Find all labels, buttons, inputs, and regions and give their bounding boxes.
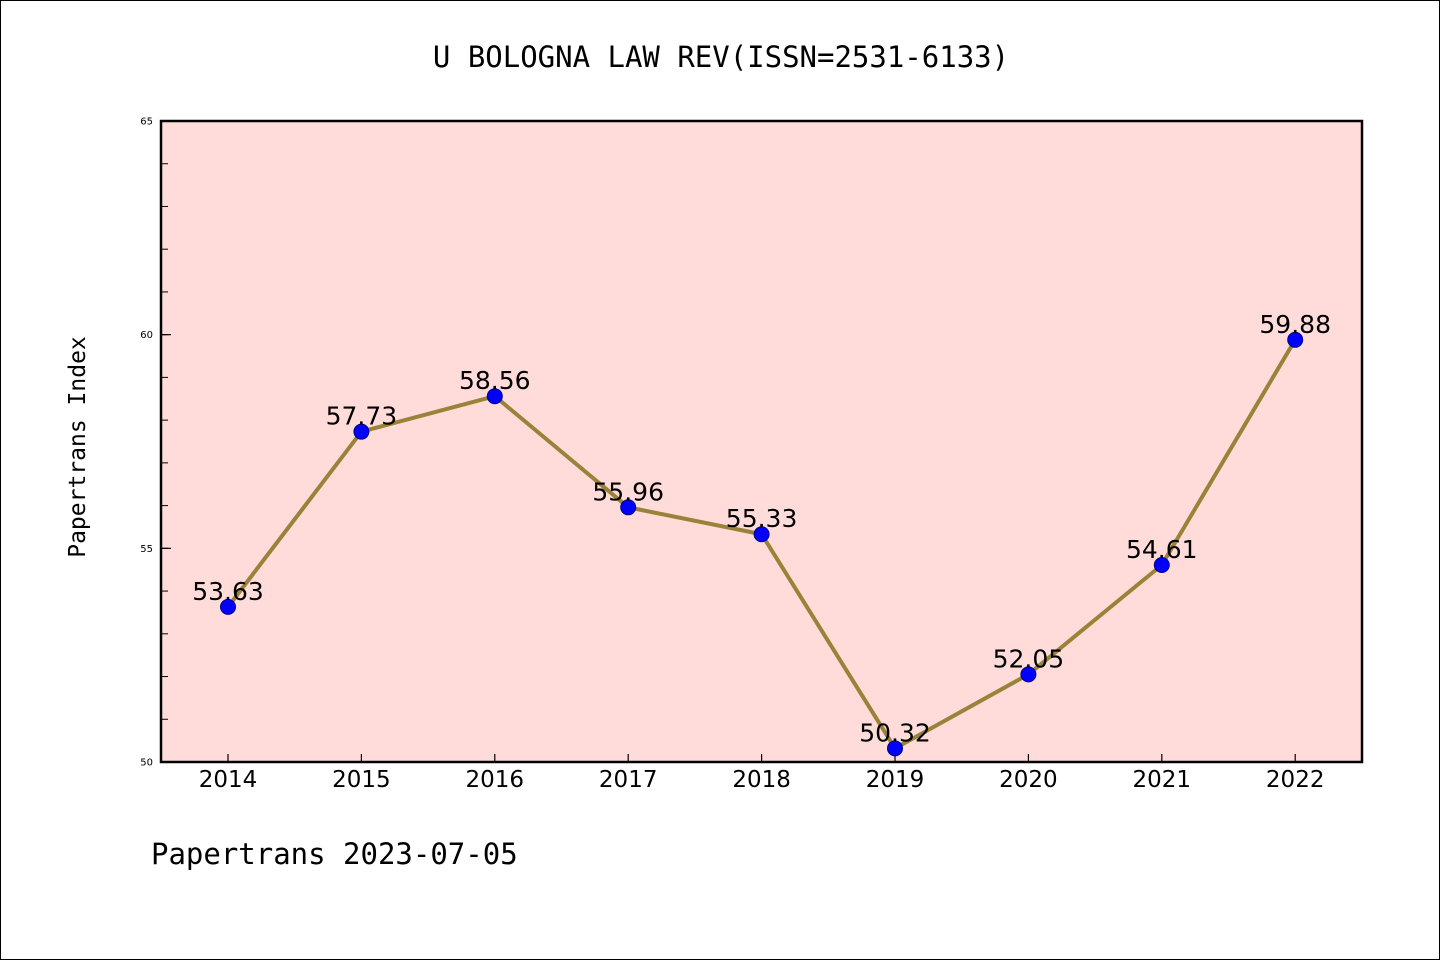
data-point (620, 499, 637, 516)
data-label: 58.56 (459, 366, 531, 395)
x-tick-label: 2020 (999, 767, 1058, 793)
x-tick-label: 2018 (732, 767, 791, 793)
data-point (1153, 556, 1170, 573)
x-tick-label: 2015 (332, 767, 391, 793)
data-label: 57.73 (326, 402, 398, 431)
x-tick-label: 2014 (199, 767, 258, 793)
y-tick-label: 60 (140, 330, 153, 341)
data-point (486, 388, 503, 405)
footer-text: Papertrans 2023-07-05 (151, 837, 518, 871)
data-label: 52.05 (993, 644, 1065, 673)
data-label: 55.33 (726, 504, 798, 533)
data-label: 54.61 (1126, 535, 1198, 564)
data-point (887, 740, 903, 757)
plot-area (161, 121, 1362, 762)
data-point (1020, 666, 1037, 683)
x-tick-label: 2021 (1133, 767, 1192, 793)
chart-title: U BOLOGNA LAW REV(ISSN=2531-6133) (433, 40, 1009, 74)
x-tick-label: 2019 (866, 767, 925, 793)
data-point (1287, 331, 1304, 348)
data-point (353, 423, 370, 440)
y-tick-label: 50 (140, 758, 153, 769)
data-markers (220, 331, 1304, 757)
y-axis-label: Papertrans Index (65, 336, 91, 558)
x-tick-labels: 2014 2015 2016 2017 2018 2019 2020 2021 2022 (199, 754, 1325, 793)
data-point (753, 526, 770, 543)
plot-frame (159, 119, 1364, 764)
data-labels: 53.63 57.73 58.56 55.96 55.33 50.32 52.05 54.61… (192, 310, 1331, 748)
x-tick-label: 2017 (599, 767, 658, 793)
data-label: 50.32 (859, 718, 931, 747)
data-label: 53.63 (192, 577, 264, 606)
x-tick-label: 2016 (466, 767, 525, 793)
x-tick-label: 2022 (1266, 767, 1325, 793)
data-label: 55.96 (592, 477, 664, 506)
data-point (220, 598, 236, 615)
y-tick-label: 65 (140, 117, 153, 128)
data-label: 59.88 (1259, 310, 1331, 339)
y-tick-label: 55 (140, 544, 153, 555)
